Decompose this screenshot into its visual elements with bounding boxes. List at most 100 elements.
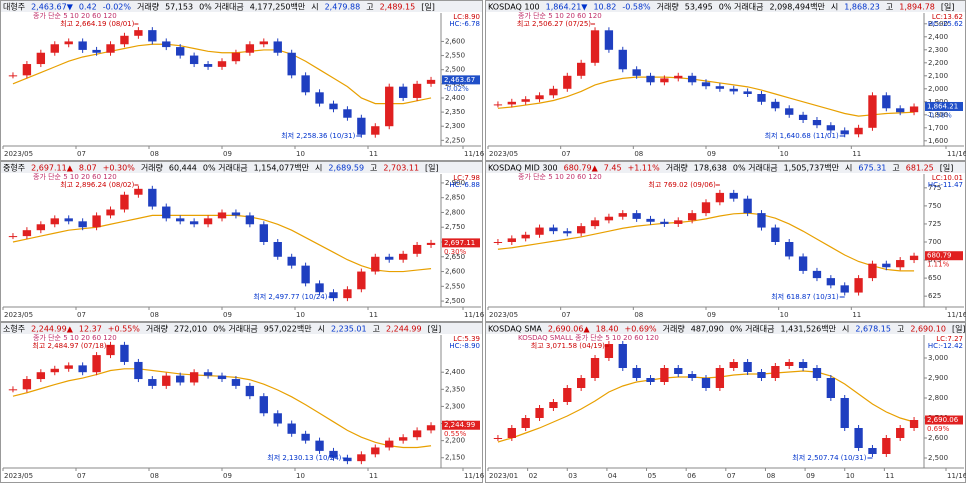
x-label: 10 [296,150,305,158]
candle-body [674,220,682,224]
candle-body [301,434,309,441]
candle-body [218,61,226,67]
candle-body [508,428,516,438]
x-label: 10 [296,472,305,480]
candle-body [563,231,571,233]
y-tick-label: 2,400 [928,33,948,41]
high-annotation: 최고 769.02 (09/06) [648,180,716,189]
candle-body [702,378,710,388]
candle-body [605,30,613,50]
legend: 종가 단순 5 10 20 60 120 [33,333,117,342]
low-annotation: 최저 1,640.68 (11/01) [765,131,839,140]
x-label: 2023/01 [489,472,518,480]
x-label: 11/16 [464,150,485,158]
high-annotation: 최고 2,506.27 (07/25) [517,19,591,28]
candle-body [413,430,421,437]
header-field: 272,010 [174,325,207,334]
candle-body [343,289,351,298]
header-field: 681.25 [906,164,934,173]
header-field: [일] [425,164,439,173]
header-field: 8.07 [79,164,97,173]
x-label: 09 [223,472,232,480]
candle-body [204,372,212,375]
y-tick-label: 2,350 [445,385,465,393]
candle-body [148,189,156,207]
candle-body [632,213,640,219]
candle-body [813,120,821,125]
candle-body [577,226,585,233]
legend: 종가 단순 5 10 20 60 120 [33,11,117,20]
candle-body [743,91,751,94]
candle-body [218,376,226,379]
y-tick-label: 2,600 [445,37,465,45]
candle-body [549,402,557,408]
pct-label: 0.30% [444,248,467,256]
x-label: 11 [852,150,861,158]
x-label: 05 [648,472,657,480]
legend: 종가 단순 5 10 20 60 120 [33,172,117,181]
candle-body [813,271,821,278]
header-field: 53,495 [685,3,713,12]
candle-body [134,362,142,379]
candle-body [563,388,571,402]
candle-body [799,256,807,270]
candle-body [535,228,543,235]
candle-body [730,89,738,92]
header-field: 2,244.99▲ [31,325,74,334]
header-field: 시 [311,3,318,12]
header-field: 4,177,250백만 [250,2,306,12]
candle-body [896,260,904,267]
header-field: 2,479.88 [325,3,361,12]
candle-body [190,221,198,224]
y-tick-label: 2,850 [445,194,465,202]
candle-body [371,257,379,272]
header-field: 1,868.23 [844,3,880,12]
x-label: 11/16 [947,311,966,319]
candle-body [23,230,31,236]
x-label: 08 [766,472,775,480]
x-label: 07 [77,311,86,319]
candle-body [702,202,710,213]
header-field: 0% 거래대금 [719,3,764,12]
candle-body [371,447,379,454]
y-tick-label: 2,550 [445,52,465,60]
candle-body [730,193,738,199]
candle-body [260,396,268,413]
candle-body [535,95,543,99]
hc-label: HC:-25.62 [928,20,963,28]
candle-body [841,285,849,292]
candle-body [287,53,295,76]
header-field: +1.11% [628,164,661,173]
candle-body [357,272,365,290]
candle-body [315,92,323,103]
low-annotation: 최저 2,497.77 (10/24) [253,292,327,301]
price-label: 2,697.11 [444,239,475,247]
header-field: 2,678.15 [855,325,891,334]
x-label: 2023/05 [4,150,33,158]
candle-body [176,218,184,221]
candle-body [78,365,86,372]
candle-body [65,218,73,221]
header-field: 0.42 [79,3,97,12]
candle-body [910,420,918,428]
y-tick-label: 650 [928,274,941,282]
pct-label: 0.69% [927,425,950,433]
candle-body [274,242,282,257]
candle-body [134,30,142,36]
header-field: -0.58% [622,3,651,12]
candle-body [882,438,890,454]
candle-body [771,228,779,242]
candle-body [246,386,254,396]
header-field: 거래량 [141,163,164,173]
x-label: 09 [806,472,815,480]
low-annotation: 최저 2,130.13 (10/24) [267,453,341,462]
header-field: 12.37 [79,325,102,334]
header-field: 거래량 [663,324,686,334]
header-field: 고 [366,3,373,12]
y-tick-label: 700 [928,238,941,246]
y-tick-label: 2,800 [445,208,465,216]
